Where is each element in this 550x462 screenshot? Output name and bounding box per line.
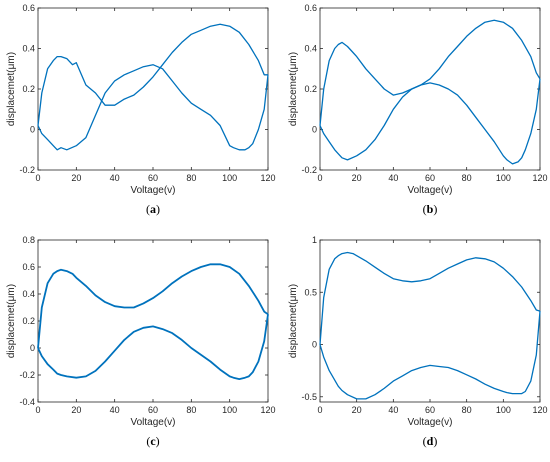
- y-tick-label: 0.5: [304, 287, 317, 297]
- x-tick-label: 20: [352, 173, 362, 183]
- x-tick-label: 120: [260, 405, 275, 415]
- y-tick-label: -0.2: [19, 165, 35, 175]
- y-tick-label: 0.4: [304, 44, 317, 54]
- y-tick-label: -0.2: [301, 165, 317, 175]
- x-tick-label: 100: [222, 405, 237, 415]
- axes-frame: [319, 7, 541, 171]
- series-line-1: [37, 263, 269, 349]
- y-axis-label: displacemet(μm): [288, 284, 299, 358]
- x-tick-label: 0: [317, 173, 322, 183]
- x-tick-label: 20: [71, 173, 81, 183]
- y-axis-label: displacemet(μm): [6, 284, 17, 358]
- x-tick-label: 20: [352, 405, 362, 415]
- y-axis-label: displacemet(μm): [6, 52, 17, 126]
- x-tick-label: 40: [110, 173, 120, 183]
- series-line-2: [37, 64, 269, 151]
- panel-caption-letter: c: [150, 434, 156, 448]
- panel-caption: (a): [146, 202, 160, 216]
- y-tick-label: 0.2: [22, 316, 35, 326]
- x-tick-label: 60: [425, 405, 435, 415]
- x-tick-label: 60: [148, 173, 158, 183]
- y-tick-label: 0.6: [22, 262, 35, 272]
- y-tick-label: 0.4: [22, 44, 35, 54]
- y-tick-label: 0.6: [304, 3, 317, 13]
- panel-caption: (d): [423, 434, 438, 448]
- axes-frame: [37, 7, 269, 171]
- x-tick-label: 100: [222, 173, 237, 183]
- x-tick-label: 120: [532, 173, 547, 183]
- panel-caption-letter: a: [150, 202, 156, 216]
- x-tick-label: 100: [496, 405, 511, 415]
- axes-frame: [319, 239, 541, 403]
- y-tick-label: -0.4: [19, 397, 35, 407]
- y-tick-label: 0: [30, 343, 35, 353]
- chart-panel-c: 0 20 40 60 80 100 120 -0.4 -0.2 0 0.2 0.4 0.6 0.8 Volt…: [6, 235, 276, 448]
- x-tick-label: 80: [186, 173, 196, 183]
- x-tick-label: 80: [462, 405, 472, 415]
- y-tick-label: 0.4: [22, 289, 35, 299]
- x-tick-label: 40: [388, 173, 398, 183]
- series-line-2: [37, 314, 269, 381]
- x-axis-label: Voltage(v): [407, 185, 452, 196]
- x-axis-label: Voltage(v): [130, 417, 175, 428]
- x-tick-label: 80: [186, 405, 196, 415]
- x-tick-label: 120: [260, 173, 275, 183]
- panel-caption-letter: b: [427, 202, 434, 216]
- x-tick-label: 40: [110, 405, 120, 415]
- y-tick-label: 0.6: [22, 3, 35, 13]
- series-line-2: [319, 78, 541, 165]
- x-tick-label: 60: [425, 173, 435, 183]
- y-tick-label: 0.2: [22, 84, 35, 94]
- x-tick-label: 0: [35, 405, 40, 415]
- x-tick-label: 20: [71, 405, 81, 415]
- y-tick-label: 0: [312, 340, 317, 350]
- chart-panel-b: 0 20 40 60 80 100 120-0.200.20.40.6Voltage(v)d…: [288, 3, 548, 216]
- y-tick-label: -0.5: [301, 392, 317, 402]
- y-tick-label: -0.2: [19, 370, 35, 380]
- y-tick-label: 0: [312, 125, 317, 135]
- series-line-1: [319, 19, 541, 126]
- x-tick-label: 80: [462, 173, 472, 183]
- x-tick-label: 0: [317, 405, 322, 415]
- panel-caption: (c): [146, 434, 159, 448]
- x-tick-label: 0: [35, 173, 40, 183]
- y-tick-label: 0: [30, 125, 35, 135]
- x-tick-label: 120: [532, 405, 547, 415]
- y-tick-label: 0.2: [304, 84, 317, 94]
- x-tick-label: 100: [496, 173, 511, 183]
- series-line-2: [319, 311, 541, 400]
- chart-panel-d: 0 20 40 60 80 100 120-0.500.51Voltage(v)displa…: [288, 235, 548, 448]
- x-axis-label: Voltage(v): [130, 185, 175, 196]
- series-line-1: [319, 251, 541, 345]
- y-tick-label: 0.8: [22, 235, 35, 245]
- y-tick-label: 1: [312, 235, 317, 245]
- y-axis-label: displacemet(μm): [288, 52, 299, 126]
- x-axis-label: Voltage(v): [407, 417, 452, 428]
- panel-caption: (b): [423, 202, 438, 216]
- x-tick-label: 60: [148, 405, 158, 415]
- chart-panel-a: 0 20 40 60 80 100 120-0.200.20.40.6Voltage(v)d…: [6, 3, 276, 216]
- series-line-1: [37, 23, 268, 126]
- panel-caption-letter: d: [427, 434, 434, 448]
- x-tick-label: 40: [388, 405, 398, 415]
